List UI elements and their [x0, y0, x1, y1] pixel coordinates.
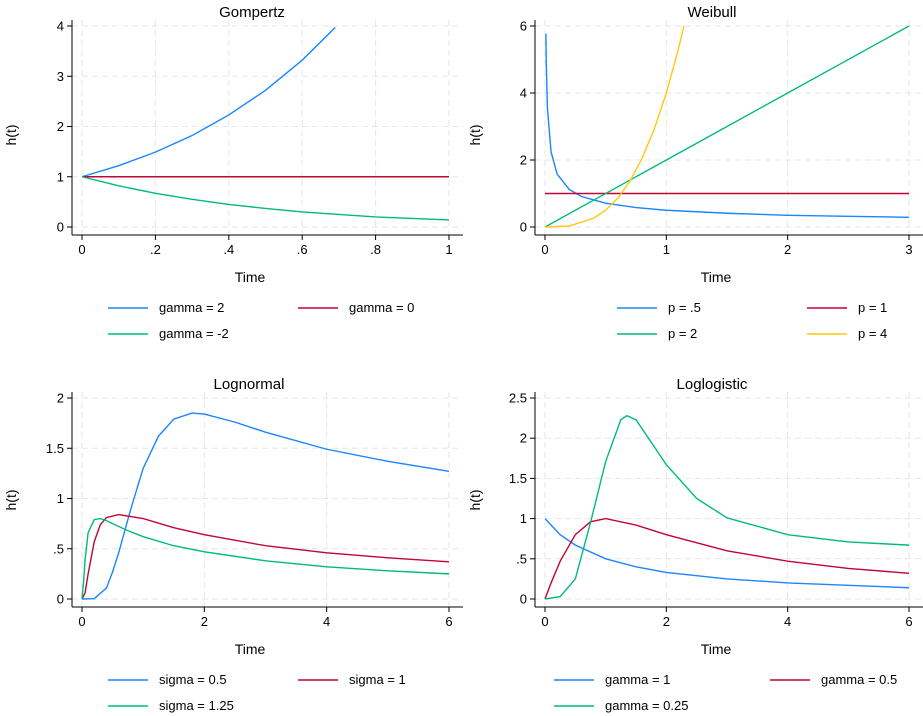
y-tick-label: 6: [520, 19, 527, 34]
legend-label: p = 4: [858, 326, 887, 341]
series-line-p-2: [544, 25, 910, 228]
series-line-sigma-0-5: [81, 412, 450, 600]
y-tick-label: 1: [57, 169, 64, 184]
legend-label: gamma = -2: [159, 326, 229, 341]
y-tick-label: .5: [53, 541, 64, 556]
x-axis-title: Time: [235, 269, 266, 285]
y-tick-label: 2: [57, 119, 64, 134]
legend-label: sigma = 0.5: [159, 672, 227, 687]
chart-panel-gompertz: 0 1 2 3 4 0 .2 .4 .6 .8 1 Gompertz Time h(t) gamma = 2…: [3, 4, 463, 341]
legend-label: sigma = 1: [349, 672, 406, 687]
legend: gamma = 1 gamma = 0.5 gamma = 0.25: [554, 672, 897, 713]
y-tick-label: 1.5: [509, 471, 527, 486]
x-tick-label: 0: [541, 614, 548, 629]
legend-label: gamma = 0.25: [605, 698, 688, 713]
series-line-gamma-0-25: [544, 414, 910, 600]
legend-label: p = 1: [858, 300, 887, 315]
chart-title: Gompertz: [219, 4, 285, 21]
legend-label: gamma = 0: [349, 300, 414, 315]
series-line-gamma-2: [81, 176, 450, 221]
gridlines: [535, 392, 923, 607]
series-line-sigma-1: [81, 513, 450, 600]
legend: gamma = 2 gamma = 0 gamma = -2: [108, 300, 414, 341]
y-tick-label: 0: [520, 592, 527, 607]
x-tick-label: 6: [905, 614, 912, 629]
chart-title: Lognormal: [214, 376, 285, 393]
x-tick-label: 4: [784, 614, 791, 629]
chart-panel-loglogistic: 0 .5 1 1.5 2 2.5 0 2 4 6 Loglogistic Time h(t) gamma …: [467, 376, 923, 713]
chart-title: Weibull: [688, 4, 737, 21]
y-tick-label: 2: [57, 391, 64, 406]
x-tick-label: .8: [370, 242, 381, 257]
x-tick-label: 1: [445, 242, 452, 257]
y-tick-label: 4: [57, 19, 64, 34]
y-tick-label: 2.5: [509, 391, 527, 406]
y-tick-label: 0: [57, 220, 64, 235]
x-axis-title: Time: [235, 641, 266, 657]
series-line-gamma-1: [544, 518, 910, 589]
y-axis-title: h(t): [3, 125, 19, 146]
y-tick-label: 1.5: [46, 441, 64, 456]
legend: sigma = 0.5 sigma = 1 sigma = 1.25: [108, 672, 406, 713]
legend-label: gamma = 1: [605, 672, 670, 687]
legend-label: p = .5: [668, 300, 701, 315]
x-tick-label: .6: [297, 242, 308, 257]
legend: p = .5 p = 1 p = 2 p = 4: [617, 300, 887, 341]
x-tick-label: 2: [201, 614, 208, 629]
series-line-sigma-1-25: [81, 517, 450, 600]
x-axis-title: Time: [701, 269, 732, 285]
x-tick-label: 3: [905, 242, 912, 257]
y-tick-label: 1: [57, 491, 64, 506]
y-axis-title: h(t): [467, 490, 483, 511]
y-tick-label: 4: [520, 86, 527, 101]
series-line-gamma-0-5: [544, 517, 910, 600]
y-tick-label: 3: [57, 69, 64, 84]
x-tick-label: .4: [223, 242, 234, 257]
y-tick-label: 0: [57, 592, 64, 607]
y-tick-label: 2: [520, 431, 527, 446]
y-axis-title: h(t): [467, 125, 483, 146]
x-tick-label: 0: [541, 242, 548, 257]
legend-label: gamma = 0.5: [821, 672, 897, 687]
y-tick-label: 1: [520, 511, 527, 526]
x-tick-label: 2: [784, 242, 791, 257]
x-tick-label: .2: [150, 242, 161, 257]
legend-label: gamma = 2: [159, 300, 224, 315]
chart-panel-lognormal: 0 .5 1 1.5 2 0 2 4 6 Lognormal Time h(t) sigma = 0.5…: [3, 376, 463, 713]
x-tick-label: 1: [663, 242, 670, 257]
x-tick-label: 2: [663, 614, 670, 629]
series-line-p-4: [544, 25, 685, 228]
y-tick-label: .5: [516, 551, 527, 566]
x-tick-label: 4: [323, 614, 330, 629]
x-tick-label: 6: [445, 614, 452, 629]
x-tick-label: 0: [78, 614, 85, 629]
legend-label: p = 2: [668, 326, 697, 341]
gridlines: [72, 20, 463, 235]
series-line-gamma-2: [81, 27, 336, 178]
x-tick-label: 0: [78, 242, 85, 257]
y-tick-label: 2: [520, 153, 527, 168]
y-tick-label: 0: [520, 220, 527, 235]
gridlines: [535, 20, 923, 235]
gridlines: [72, 392, 463, 607]
y-axis-title: h(t): [3, 490, 19, 511]
chart-title: Loglogistic: [677, 376, 748, 393]
legend-label: sigma = 1.25: [159, 698, 234, 713]
x-axis-title: Time: [701, 641, 732, 657]
